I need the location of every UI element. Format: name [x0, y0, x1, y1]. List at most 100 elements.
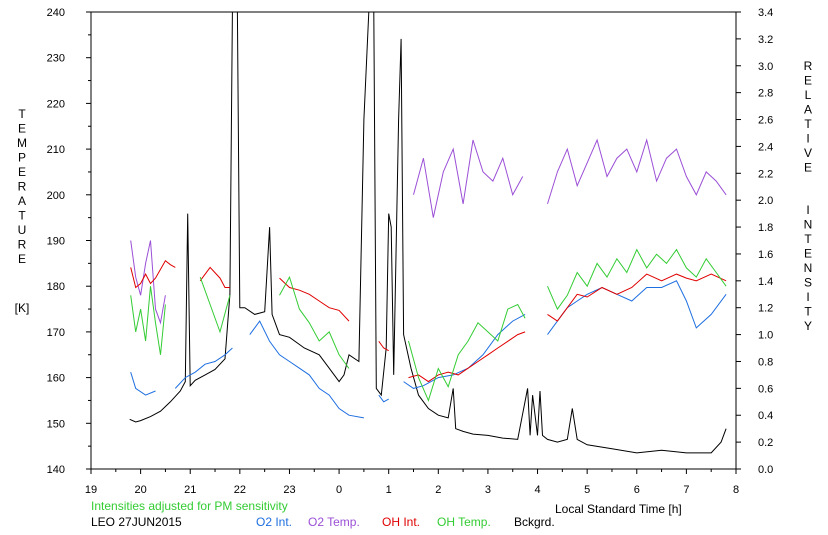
y-right-label-letter: N	[804, 261, 813, 275]
series-bckgrd-	[129, 11, 727, 454]
series-line	[378, 341, 389, 352]
y-left-label-letter: T	[18, 107, 26, 121]
series-line	[199, 276, 231, 334]
series-line	[547, 138, 727, 205]
y-left-tick-label: 210	[47, 144, 65, 156]
y-right-label-letter: N	[804, 218, 813, 232]
y-left-tick-label: 160	[47, 373, 65, 385]
y-right-label-letter: T	[804, 117, 812, 131]
y-right-tick-label: 1.2	[758, 303, 773, 315]
series-line	[130, 286, 166, 355]
y-left-label-letter: M	[17, 136, 27, 150]
y-right-tick-label: 0.0	[758, 464, 773, 476]
series-layer	[129, 11, 727, 454]
y-axis-left: 140 150 160 170 180 190 200 210 220 230 240	[47, 7, 91, 476]
y-left-label-letter: R	[18, 180, 27, 194]
y-left-label-letter: T	[18, 209, 26, 223]
y-right-tick-label: 1.8	[758, 222, 773, 234]
y-left-tick-label: 200	[47, 190, 65, 202]
y-right-label-letter: I	[806, 203, 809, 217]
x-axis: 19 20 21 22 23 0 1 2 3 4 5 6 7 8	[85, 469, 739, 496]
y-right-label-letter: T	[804, 232, 812, 246]
y-right-tick-label: 0.6	[758, 383, 773, 395]
series-line	[547, 248, 727, 311]
y-right-tick-label: 0.8	[758, 356, 773, 368]
y-right-label-letter: A	[804, 103, 812, 117]
y-right-label-letter: E	[804, 161, 812, 175]
legend-item: O2 Temp.	[308, 515, 360, 529]
series-line	[130, 240, 166, 325]
y-left-label-letter: P	[18, 151, 26, 165]
y-right-tick-label: 2.2	[758, 168, 773, 180]
x-axis-label: Local Standard Time [h]	[555, 502, 682, 516]
x-tick-label: 22	[234, 484, 246, 496]
series-line	[378, 394, 389, 403]
x-tick-label: 1	[386, 484, 392, 496]
x-tick-label: 3	[485, 484, 491, 496]
x-tick-label: 19	[85, 484, 97, 496]
y-right-tick-label: 2.4	[758, 141, 773, 153]
station-date-label: LEO 27JUN2015	[91, 515, 182, 529]
y-left-label-letter: R	[18, 238, 27, 252]
y-right-tick-label: 0.4	[758, 410, 773, 422]
series-line	[413, 139, 524, 218]
series-line	[130, 259, 176, 289]
series-line	[249, 320, 364, 419]
series-line	[279, 275, 350, 369]
y-left-tick-label: 180	[47, 281, 65, 293]
y-left-label-letter: E	[18, 165, 26, 179]
series-oh-int-	[130, 259, 727, 383]
y-left-label-letter: E	[18, 252, 26, 266]
series-o2-int-	[130, 280, 727, 419]
y-right-tick-label: 3.2	[758, 34, 773, 46]
y-left-tick-label: 170	[47, 327, 65, 339]
series-line	[199, 266, 230, 288]
y-right-label-letter: Y	[804, 319, 812, 333]
y-left-label-letter: U	[18, 223, 27, 237]
y-right-label-letter: E	[804, 247, 812, 261]
y-left-tick-label: 240	[47, 7, 65, 19]
y-right-tick-label: 3.0	[758, 61, 773, 73]
y-right-label-letter: T	[804, 305, 812, 319]
legend-item: OH Int.	[382, 515, 421, 529]
x-tick-label: 2	[435, 484, 441, 496]
y-right-label-letter: E	[804, 74, 812, 88]
pm-sensitivity-note: Intensities adjusted for PM sensitivity	[91, 499, 288, 513]
legend-item: O2 Int.	[256, 515, 293, 529]
y-left-tick-label: 190	[47, 236, 65, 248]
series-line	[408, 331, 526, 383]
y-right-label-letter: R	[804, 59, 813, 73]
y-left-label-letter: E	[18, 122, 26, 136]
x-tick-label: 5	[584, 484, 590, 496]
y-left-tick-label: 150	[47, 418, 65, 430]
x-tick-label: 4	[534, 484, 540, 496]
series-line	[129, 11, 727, 454]
y-left-tick-label: 230	[47, 53, 65, 65]
x-tick-label: 0	[336, 484, 342, 496]
y-left-tick-label: 220	[47, 98, 65, 110]
y-right-tick-label: 2.8	[758, 88, 773, 100]
y-axis-right: 0.0 0.2 0.4 0.6 0.8 1.0 1.2 1.4 1.6 1.8 2.0 2.2 2.4 2…	[736, 7, 773, 476]
series-line	[547, 273, 727, 322]
y-right-label-letter: V	[804, 146, 812, 160]
x-tick-label: 21	[184, 484, 196, 496]
y-left-unit: [K]	[15, 301, 30, 315]
y-right-tick-label: 1.0	[758, 330, 773, 342]
y-right-label-letter: I	[806, 290, 809, 304]
y-right-tick-label: 2.6	[758, 115, 773, 127]
series-line	[130, 372, 156, 396]
legend-item: OH Temp.	[437, 515, 491, 529]
y-right-tick-label: 1.6	[758, 249, 773, 261]
y-right-label-letter: I	[806, 132, 809, 146]
x-tick-label: 23	[283, 484, 295, 496]
x-tick-label: 8	[733, 484, 739, 496]
legend-item: Bckgrd.	[514, 515, 555, 529]
y-right-label-letter: L	[805, 88, 812, 102]
y-right-tick-label: 0.2	[758, 437, 773, 449]
series-line	[279, 277, 350, 322]
y-right-tick-label: 1.4	[758, 276, 773, 288]
y-left-label-letter: A	[18, 194, 26, 208]
